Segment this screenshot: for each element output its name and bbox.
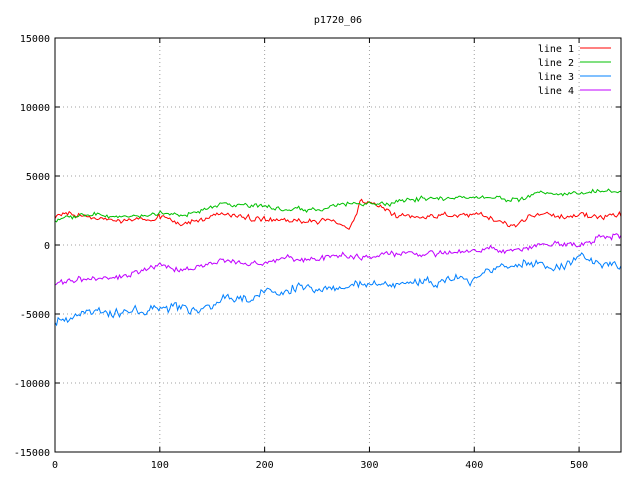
y-tick-label: 10000: [20, 103, 50, 114]
grid: [55, 38, 621, 452]
x-tick-label: 200: [256, 460, 274, 471]
plot-frame: [54, 37, 622, 453]
axis-ticks: -15000 -10000 -5000 0 5000 10000 15000 0 100 200 3…: [14, 34, 621, 471]
x-tick-label: 500: [570, 460, 588, 471]
x-tick-label: 300: [360, 460, 378, 471]
y-tick-label: -5000: [20, 310, 50, 321]
legend-label-3: line 3: [538, 72, 574, 83]
x-tick-label: 100: [151, 460, 169, 471]
y-tick-label: 0: [44, 241, 50, 252]
x-tick-label: 400: [465, 460, 483, 471]
legend: line 1 line 2 line 3 line 4: [538, 44, 611, 97]
series-line-1: [54, 198, 622, 231]
y-tick-label: -15000: [14, 448, 50, 459]
y-tick-label: -10000: [14, 379, 50, 390]
series-line-2: [54, 188, 622, 223]
series-line-4: [54, 233, 622, 286]
legend-label-2: line 2: [538, 58, 574, 69]
x-tick-label: 0: [52, 460, 58, 471]
series-line-3: [54, 252, 622, 327]
chart-title: p1720_06: [314, 15, 362, 26]
y-tick-label: 15000: [20, 34, 50, 45]
y-tick-label: 5000: [26, 172, 50, 183]
legend-label-4: line 4: [538, 86, 574, 97]
series-layer: [54, 188, 622, 327]
legend-label-1: line 1: [538, 44, 574, 55]
